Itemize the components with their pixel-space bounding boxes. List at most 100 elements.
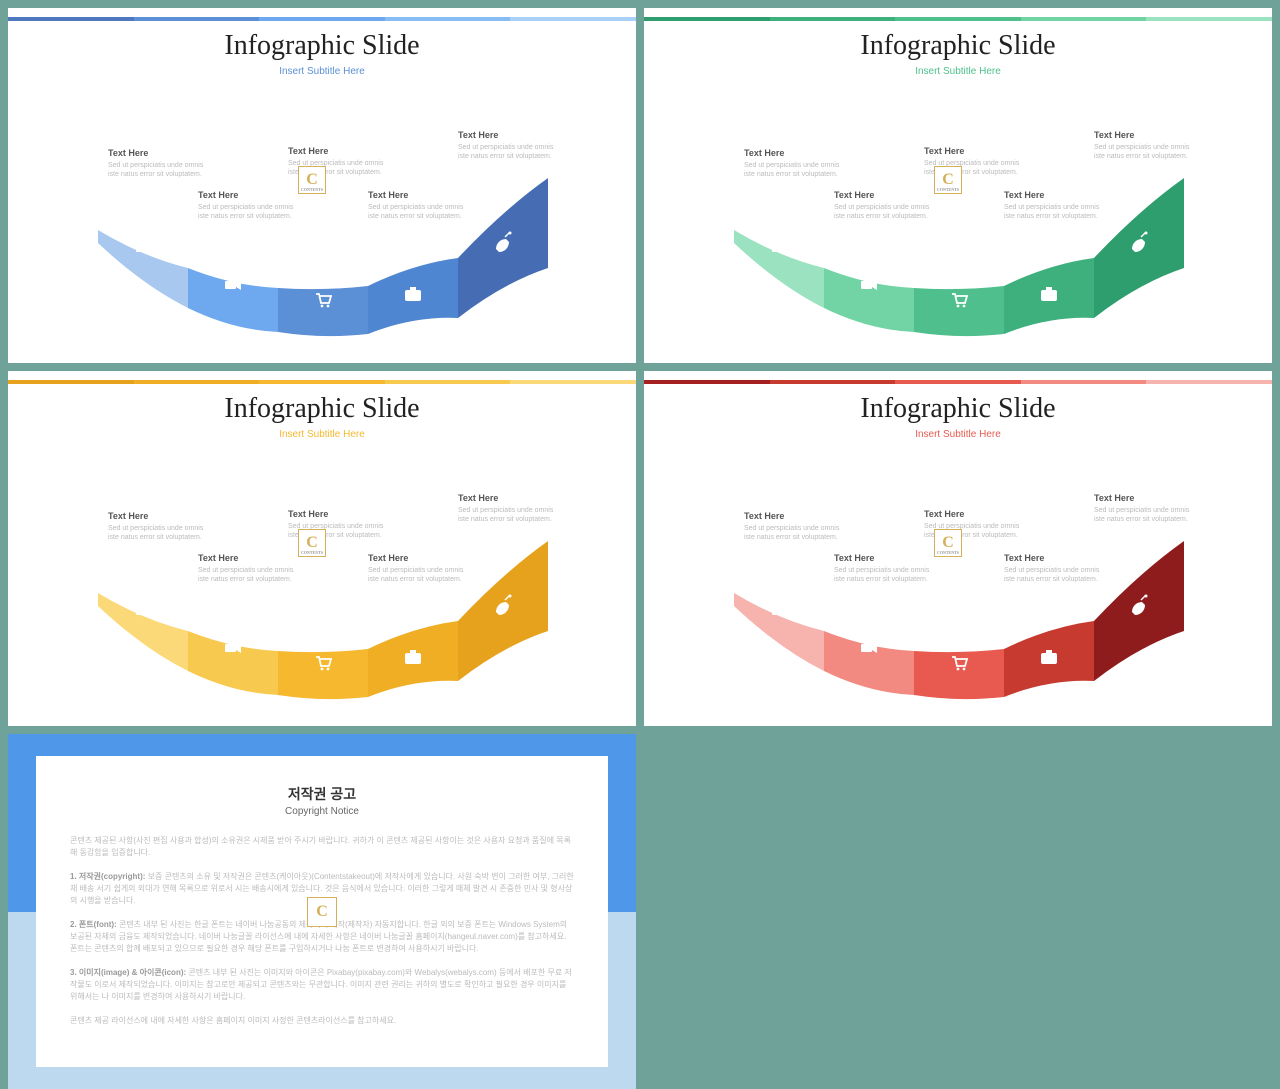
text-heading: Text Here xyxy=(108,511,213,521)
topbar xyxy=(644,371,1272,375)
text-block-0: Text Here Sed ut perspiciatis unde omnis … xyxy=(744,148,849,179)
slide-title: Infographic Slide xyxy=(8,393,636,425)
slide-copyright: 저작권 공고 Copyright Notice 콘텐츠 제공된 사항(사진 편집… xyxy=(8,734,636,1089)
slide-subtitle: Insert Subtitle Here xyxy=(644,429,1272,440)
text-heading: Text Here xyxy=(744,148,849,158)
copyright-para-4: 콘텐츠 제공 라이선스에 내에 자세한 사항은 홈페이지 이미지 사정한 콘텐츠… xyxy=(70,1015,574,1027)
copyright-para-3: 3. 이미지(image) & 아이콘(icon): 콘텐츠 내부 된 사진는 … xyxy=(70,967,574,1003)
copyright-body: 콘텐츠 제공된 사항(사진 편집 사용과 합성)의 소유권은 시제품 받아 주시… xyxy=(70,835,574,1027)
logo-icon: C xyxy=(307,897,337,927)
swoosh-segment-0 xyxy=(98,230,188,308)
empty-cell xyxy=(644,734,1272,1089)
swoosh-segment-1 xyxy=(188,631,278,695)
swoosh-segment-2 xyxy=(914,286,1004,336)
text-body: Sed ut perspiciatis unde omnis iste natu… xyxy=(1004,203,1109,221)
text-heading: Text Here xyxy=(1094,130,1199,140)
radio-icon xyxy=(772,603,786,615)
text-body: Sed ut perspiciatis unde omnis iste natu… xyxy=(834,203,939,221)
text-heading: Text Here xyxy=(288,146,393,156)
text-body: Sed ut perspiciatis unde omnis iste natu… xyxy=(744,524,849,542)
text-body: Sed ut perspiciatis unde omnis iste natu… xyxy=(1004,566,1109,584)
slide-yellow: Infographic Slide Insert Subtitle Here Tex… xyxy=(8,371,636,726)
swoosh-segment-0 xyxy=(98,593,188,671)
text-block-4: Text HereSed ut perspiciatis unde omnis … xyxy=(1094,493,1199,524)
text-heading: Text Here xyxy=(834,190,939,200)
text-block-4: Text Here Sed ut perspiciatis unde omnis … xyxy=(458,130,563,161)
text-heading: Text Here xyxy=(924,509,1029,519)
text-heading: Text Here xyxy=(368,190,473,200)
text-heading: Text Here xyxy=(834,553,939,563)
copyright-para-0: 콘텐츠 제공된 사항(사진 편집 사용과 합성)의 소유권은 시제품 받아 주시… xyxy=(70,835,574,859)
text-heading: Text Here xyxy=(458,130,563,140)
logo-icon: CCONTENTS xyxy=(934,529,962,557)
slide-title: Infographic Slide xyxy=(8,30,636,62)
text-heading: Text Here xyxy=(1094,493,1199,503)
video-icon xyxy=(225,280,241,290)
slide-red: Infographic Slide Insert Subtitle Here Tex… xyxy=(644,371,1272,726)
text-body: Sed ut perspiciatis unde omnis iste natu… xyxy=(368,203,473,221)
topbar xyxy=(8,371,636,375)
slide-subtitle: Insert Subtitle Here xyxy=(8,429,636,440)
text-heading: Text Here xyxy=(368,553,473,563)
text-block-3: Text Here Sed ut perspiciatis unde omnis … xyxy=(368,553,473,584)
slide-green: Infographic Slide Insert Subtitle Here Tex… xyxy=(644,8,1272,363)
text-heading: Text Here xyxy=(198,553,303,563)
topbar xyxy=(644,8,1272,12)
text-heading: Text Here xyxy=(198,190,303,200)
text-body: Sed ut perspiciatis unde omnis iste natu… xyxy=(1094,143,1199,161)
text-body: Sed ut perspiciatis unde omnis iste natu… xyxy=(458,143,563,161)
logo-icon: CCONTENTS xyxy=(934,166,962,194)
text-body: Sed ut perspiciatis unde omnis iste natu… xyxy=(108,524,213,542)
swoosh-segment-2 xyxy=(278,286,368,336)
text-heading: Text Here xyxy=(288,509,393,519)
chart-area: Text Here Sed ut perspiciatis unde omnis … xyxy=(98,481,548,701)
text-body: Sed ut perspiciatis unde omnis iste natu… xyxy=(198,566,303,584)
text-block-1: Text Here Sed ut perspiciatis unde omnis … xyxy=(834,553,939,584)
chart-area: Text Here Sed ut perspiciatis unde omnis … xyxy=(734,118,1184,338)
swoosh-segment-1 xyxy=(824,631,914,695)
slide-title: Infographic Slide xyxy=(644,30,1272,62)
text-block-0: Text Here Sed ut perspiciatis unde omnis … xyxy=(744,511,849,542)
radio-icon xyxy=(772,240,786,252)
radio-icon xyxy=(136,240,150,252)
swoosh-segment-2 xyxy=(914,649,1004,699)
video-icon xyxy=(861,280,877,290)
logo-icon: CCONTENTS xyxy=(298,166,326,194)
slide-blue: Infographic Slide Insert Subtitle Here Tex… xyxy=(8,8,636,363)
slide-subtitle: Insert Subtitle Here xyxy=(8,66,636,77)
copyright-title-en: Copyright Notice xyxy=(70,806,574,817)
text-body: Sed ut perspiciatis unde omnis iste natu… xyxy=(744,161,849,179)
text-body: Sed ut perspiciatis unde omnis iste natu… xyxy=(834,566,939,584)
text-heading: Text Here xyxy=(1004,553,1109,563)
video-icon xyxy=(225,643,241,653)
text-block-4: Text Here Sed ut perspiciatis unde omnis … xyxy=(1094,130,1199,161)
text-block-1: Text Here Sed ut perspiciatis unde omnis … xyxy=(198,553,303,584)
swoosh-segment-1 xyxy=(824,268,914,332)
text-body: Sed ut perspiciatis unde omnis iste natu… xyxy=(458,506,563,524)
text-block-3: Text Here Sed ut perspiciatis unde omnis … xyxy=(1004,190,1109,221)
swoosh-segment-0 xyxy=(734,230,824,308)
text-body: Sed ut perspiciatis unde omnis iste natu… xyxy=(108,161,213,179)
text-heading: Text Here xyxy=(1004,190,1109,200)
slide-title: Infographic Slide xyxy=(644,393,1272,425)
video-icon xyxy=(861,643,877,653)
topbar xyxy=(8,8,636,12)
radio-icon xyxy=(136,603,150,615)
text-body: Sed ut perspiciatis unde omnis iste natu… xyxy=(368,566,473,584)
text-heading: Text Here xyxy=(924,146,1029,156)
text-block-1: Text Here Sed ut perspiciatis unde omnis … xyxy=(198,190,303,221)
text-heading: Text Here xyxy=(108,148,213,158)
text-heading: Text Here xyxy=(744,511,849,521)
text-block-4: Text Here Sed ut perspiciatis unde omnis … xyxy=(458,493,563,524)
text-block-0: Text Here Sed ut perspiciatis unde omnis … xyxy=(108,148,213,179)
chart-area: Text Here Sed ut perspiciatis unde omnis … xyxy=(734,481,1184,701)
text-body: Sed ut perspiciatis unde omnis iste natu… xyxy=(198,203,303,221)
swoosh-segment-1 xyxy=(188,268,278,332)
text-block-0: Text Here Sed ut perspiciatis unde omnis … xyxy=(108,511,213,542)
slide-subtitle: Insert Subtitle Here xyxy=(644,66,1272,77)
text-heading: Text Here xyxy=(458,493,563,503)
logo-icon: CCONTENTS xyxy=(298,529,326,557)
text-block-3: Text Here Sed ut perspiciatis unde omnis … xyxy=(1004,553,1109,584)
swoosh-segment-0 xyxy=(734,593,824,671)
text-block-1: Text Here Sed ut perspiciatis unde omnis … xyxy=(834,190,939,221)
